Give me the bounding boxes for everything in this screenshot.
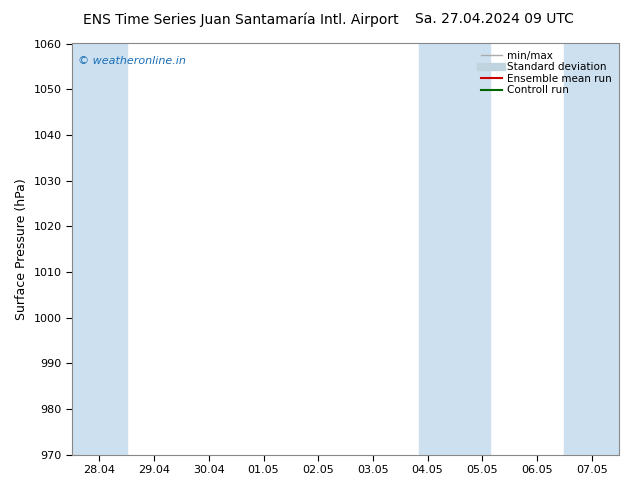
Text: © weatheronline.in: © weatheronline.in (77, 56, 185, 66)
Legend: min/max, Standard deviation, Ensemble mean run, Controll run: min/max, Standard deviation, Ensemble me… (479, 49, 614, 98)
Bar (72, 44, 127, 455)
Text: Sa. 27.04.2024 09 UTC: Sa. 27.04.2024 09 UTC (415, 12, 574, 26)
Text: ENS Time Series Juan Santamaría Intl. Airport: ENS Time Series Juan Santamaría Intl. Ai… (83, 12, 399, 27)
Y-axis label: Surface Pressure (hPa): Surface Pressure (hPa) (15, 178, 28, 320)
Bar (564, 44, 619, 455)
Bar (419, 44, 455, 455)
Bar (455, 44, 491, 455)
